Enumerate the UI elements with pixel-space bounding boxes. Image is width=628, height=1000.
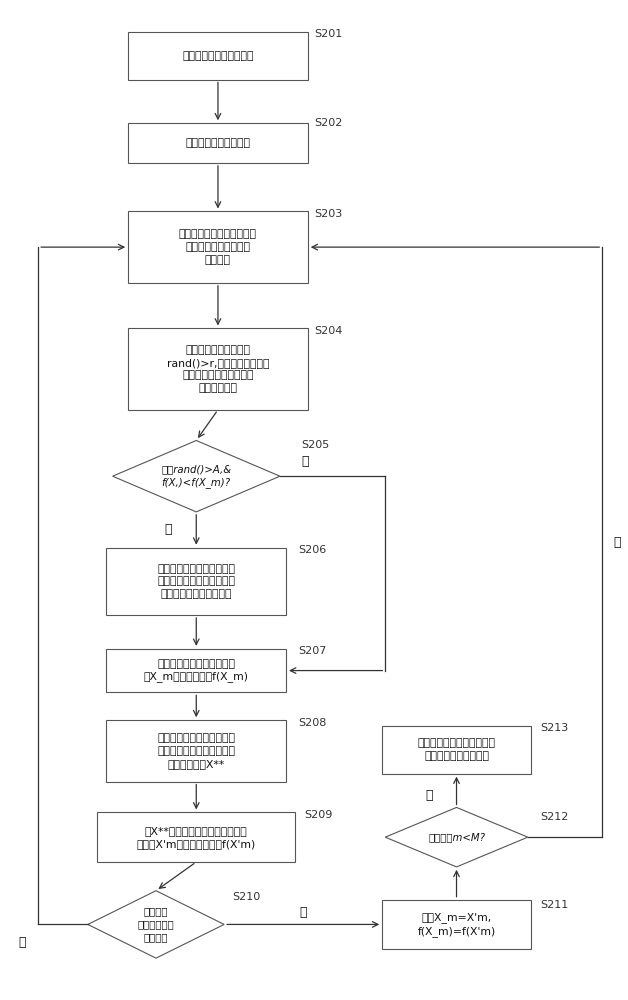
Text: 对X**进行局部搜索，得到局部极
小值解X'm和它的适应度值f(X'm): 对X**进行局部搜索，得到局部极 小值解X'm和它的适应度值f(X'm) xyxy=(137,826,256,849)
Text: 更新脉冲频率、种群位置，
并利用随机性权重更新
种群速度: 更新脉冲频率、种群位置， 并利用随机性权重更新 种群速度 xyxy=(179,229,257,265)
Text: S208: S208 xyxy=(298,718,327,728)
Polygon shape xyxy=(112,440,280,512)
Text: S212: S212 xyxy=(540,812,568,822)
Text: 否: 否 xyxy=(18,936,26,949)
Text: S202: S202 xyxy=(314,118,342,128)
Text: 计算得到随机惯性权重: 计算得到随机惯性权重 xyxy=(185,138,251,148)
FancyBboxPatch shape xyxy=(106,720,286,782)
Text: S211: S211 xyxy=(540,900,568,910)
Text: S210: S210 xyxy=(232,892,261,902)
Text: 是: 是 xyxy=(614,536,621,549)
Text: 否: 否 xyxy=(425,789,433,802)
Text: S206: S206 xyxy=(298,545,327,555)
FancyBboxPatch shape xyxy=(106,548,286,615)
FancyBboxPatch shape xyxy=(128,32,308,80)
Text: 初始化蝙蝠算法中的参数: 初始化蝙蝠算法中的参数 xyxy=(182,51,254,61)
Text: 是: 是 xyxy=(165,523,172,536)
Text: S209: S209 xyxy=(305,810,333,820)
Polygon shape xyxy=(385,807,528,867)
Text: 接受种群位置新解，根据脉
冲速率更新公式和响度更新
公式更新脉冲速率和响度: 接受种群位置新解，根据脉 冲速率更新公式和响度更新 公式更新脉冲速率和响度 xyxy=(157,564,236,599)
FancyBboxPatch shape xyxy=(382,726,531,774)
Text: 是: 是 xyxy=(300,906,307,919)
FancyBboxPatch shape xyxy=(97,812,295,862)
Text: 否: 否 xyxy=(301,455,308,468)
Text: S204: S204 xyxy=(314,326,342,336)
Text: S201: S201 xyxy=(314,29,342,39)
Text: 基于扰动公式，对当前种群
位置局部最优解进行扰动，
得到中间状态X**: 基于扰动公式，对当前种群 位置局部最优解进行扰动， 得到中间状态X** xyxy=(157,733,236,769)
Text: S203: S203 xyxy=(314,209,342,219)
Text: 是否rand()>A,&
f(X,)<f(X_m)?: 是否rand()>A,& f(X,)<f(X_m)? xyxy=(161,464,231,488)
Polygon shape xyxy=(88,891,224,958)
Text: S207: S207 xyxy=(298,646,327,656)
FancyBboxPatch shape xyxy=(106,649,286,692)
Text: S205: S205 xyxy=(301,440,330,450)
Text: 得到种群位置全局最优解及
其适应度值，算法结束: 得到种群位置全局最优解及 其适应度值，算法结束 xyxy=(418,738,495,761)
Text: 判断是否m<M?: 判断是否m<M? xyxy=(428,832,485,842)
FancyBboxPatch shape xyxy=(128,328,308,410)
FancyBboxPatch shape xyxy=(128,123,308,163)
Text: 得到X_m=X'm,
f(X_m)=f(X'm): 得到X_m=X'm, f(X_m)=f(X'm) xyxy=(418,912,495,937)
Text: 是否满足
全局最优解判
断条件？: 是否满足 全局最优解判 断条件？ xyxy=(138,907,175,942)
Text: 生成的均匀分布随机数
rand()>r,时，根据当前最优
解和种群位置的新解产生
公式生成新解: 生成的均匀分布随机数 rand()>r,时，根据当前最优 解和种群位置的新解产生… xyxy=(166,345,269,393)
Text: S213: S213 xyxy=(540,723,568,733)
FancyBboxPatch shape xyxy=(382,900,531,949)
FancyBboxPatch shape xyxy=(128,211,308,283)
Text: 更新当前种群位置局部最优
解X_m及其适应度值f(X_m): 更新当前种群位置局部最优 解X_m及其适应度值f(X_m) xyxy=(144,659,249,682)
